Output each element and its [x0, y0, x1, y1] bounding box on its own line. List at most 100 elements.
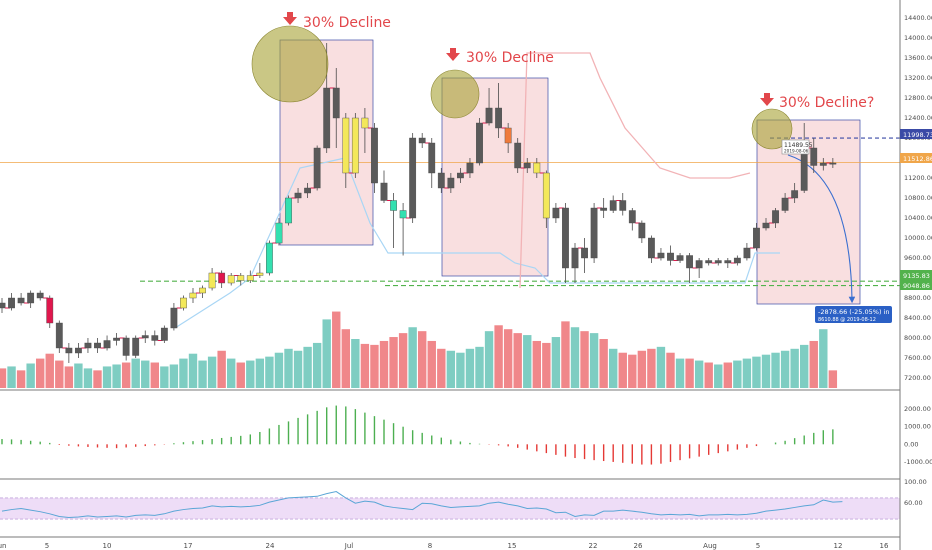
down-arrow-icon	[446, 48, 460, 61]
candle-body	[628, 210, 636, 224]
candle-body	[55, 322, 63, 349]
volume-bar	[408, 327, 417, 388]
volume-bar	[341, 329, 350, 388]
volume-bar	[322, 319, 331, 388]
volume-bar	[494, 325, 503, 388]
decline-label-3: 30% Decline?	[779, 95, 874, 111]
candle-body	[810, 147, 818, 166]
rsi-panel	[0, 491, 900, 520]
volume-bar	[503, 329, 513, 388]
y-tick-label: 12400.00	[904, 114, 932, 122]
candle-body	[199, 287, 206, 294]
candle-body	[208, 272, 216, 289]
candle-body	[466, 162, 474, 174]
volume-bar	[398, 333, 408, 388]
x-tick-label: 17	[184, 542, 193, 550]
candle-body	[571, 247, 579, 269]
volume-bar	[36, 358, 45, 388]
candle-body	[753, 227, 760, 249]
candle-body	[132, 337, 140, 356]
candle-body	[495, 107, 502, 129]
candle-body	[409, 137, 417, 219]
volume-bar	[160, 366, 169, 388]
volume-bar	[456, 352, 465, 388]
y-tick-label: 7600.00	[904, 354, 931, 362]
candle-body	[256, 272, 264, 276]
down-arrow-icon	[283, 12, 297, 25]
candle-body	[705, 260, 713, 264]
volume-bar	[532, 340, 541, 388]
volume-bar	[828, 370, 838, 388]
candle-body	[609, 200, 617, 211]
y-tick-label: 13200.00	[904, 74, 932, 82]
x-tick-label: 15	[508, 542, 517, 550]
volume-bar	[427, 340, 436, 388]
candle-body	[686, 255, 694, 269]
price-tag-3: 9135.83	[903, 272, 930, 280]
candle-body	[122, 337, 130, 356]
x-tick-label: Aug	[703, 542, 717, 550]
candle-body	[648, 237, 655, 259]
x-tick-label: 24	[266, 542, 275, 550]
volume-bar	[227, 358, 236, 388]
volume-bar	[217, 350, 226, 388]
volume-bar	[332, 311, 341, 388]
candle-body	[390, 200, 397, 211]
candle-body	[457, 172, 464, 179]
candle-body	[17, 297, 25, 304]
candle-body	[189, 292, 197, 299]
candle-body	[600, 207, 608, 211]
annotations	[283, 12, 774, 106]
volume-bar	[618, 352, 627, 388]
volume-bar	[561, 321, 570, 388]
volume-bars	[0, 311, 838, 388]
volume-bar	[484, 331, 494, 388]
highlight-circles	[251, 25, 793, 150]
rsi-line	[1, 491, 843, 519]
price-tag-3-bg	[900, 270, 932, 280]
volume-bar	[742, 358, 752, 388]
volume-bar	[93, 370, 102, 388]
y-tick-label: 14000.00	[904, 34, 932, 42]
price-tag-1: 11998.73	[903, 131, 932, 139]
volume-bar	[169, 364, 179, 388]
candle-body	[84, 342, 92, 349]
volume-bar	[513, 333, 522, 388]
y-tick-label: 7200.00	[904, 374, 931, 382]
volume-bar	[389, 337, 398, 388]
price-tag-1-bg	[900, 129, 932, 139]
volume-bar	[570, 327, 580, 388]
candle-body	[237, 275, 245, 281]
trailing-stop-line	[174, 157, 780, 329]
volume-bar	[465, 348, 475, 388]
candle-body	[590, 207, 598, 259]
rsi-band	[0, 497, 900, 520]
candle-body	[724, 260, 732, 264]
candle-body	[733, 257, 741, 264]
volume-bar	[83, 368, 93, 388]
volume-bar	[112, 364, 121, 388]
marker-label: 11489.55	[784, 142, 813, 149]
decline-label-2: 30% Decline	[466, 50, 554, 66]
volume-bar	[647, 348, 656, 388]
candle-body	[36, 292, 44, 299]
volume-bar	[312, 342, 322, 388]
volume-bar	[246, 360, 255, 388]
candle-body	[0, 302, 6, 309]
volume-bar	[542, 342, 551, 388]
y-tick-label: 13600.00	[904, 54, 932, 62]
volume-bar	[790, 348, 799, 388]
x-tick-label: 5	[756, 542, 760, 550]
y-tick-label: 8000.00	[904, 334, 931, 342]
volume-bar	[360, 343, 370, 388]
volume-bar	[685, 358, 694, 388]
candle-body	[246, 275, 254, 281]
candle-body	[819, 162, 827, 166]
price-tag-2: 11512.86	[903, 155, 932, 163]
volume-bar	[207, 356, 217, 388]
candle-body	[447, 177, 455, 189]
volume-bar	[675, 358, 685, 388]
volume-bar	[265, 356, 274, 388]
candle-body	[781, 197, 789, 211]
price-tag-4-bg	[900, 280, 932, 290]
